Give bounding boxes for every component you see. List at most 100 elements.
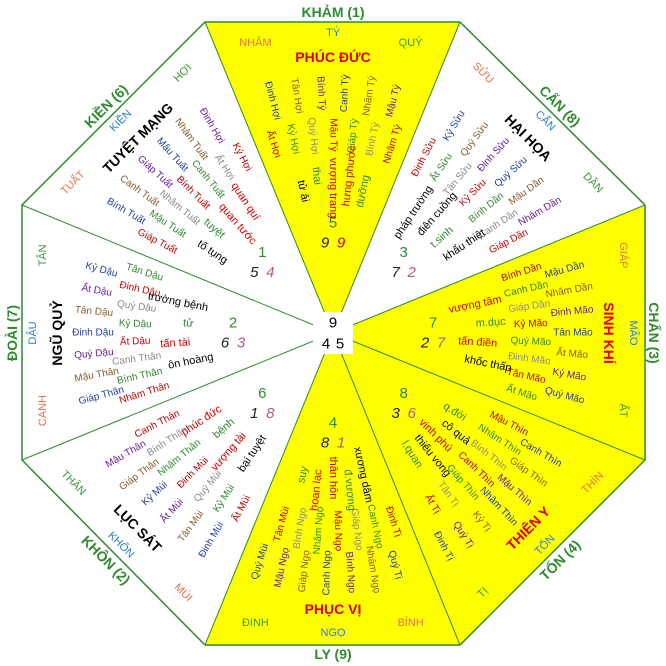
star-name: PHÚC ĐỨC [295, 48, 370, 65]
main-number: 5 [329, 215, 337, 232]
pair-number: 1 [250, 405, 258, 422]
term: tấn điền [458, 335, 498, 350]
pair-number: 9 [337, 235, 346, 252]
term: thai [310, 166, 324, 185]
ganzhi: Đinh Mão [550, 304, 594, 319]
spoke [332, 21, 461, 334]
mountain-label: BÍNH [397, 616, 423, 629]
ganzhi: Canh Tý [339, 74, 352, 112]
spoke [332, 332, 646, 461]
pair-number: 9 [321, 235, 330, 252]
term: hoan lạc [308, 468, 324, 511]
ganzhi: Tân Hợi [288, 77, 304, 114]
star-name: PHỤC VỊ [305, 601, 362, 617]
term: suy [295, 465, 310, 485]
pair-number: 8 [321, 435, 330, 452]
mountain-label: ẤT [617, 404, 630, 418]
pair-number: 4 [266, 264, 274, 281]
ganzhi: Đinh Dậu [72, 328, 114, 339]
sector [333, 333, 645, 645]
pair-number: 1 [337, 435, 345, 452]
pair-number: 6 [408, 405, 417, 422]
main-number: 3 [400, 244, 408, 261]
spoke [204, 21, 334, 334]
trigram-label: ĐOÀI (7) [4, 305, 20, 361]
ganzhi: Kỷ Mão [514, 317, 549, 330]
pair-number: 7 [392, 264, 401, 281]
ganzhi: Kỷ Mão [552, 366, 588, 384]
pair-number: 7 [437, 335, 446, 352]
pair-number: 2 [407, 264, 417, 281]
ganzhi: Giáp Ngọ [297, 549, 313, 593]
ganzhi: Canh Ngọ [321, 550, 333, 596]
ganzhi: Ất Mão [556, 345, 589, 361]
ganzhi: Giáp Tý [346, 118, 360, 154]
trigram-label: LY (9) [314, 646, 351, 662]
sector [205, 22, 460, 333]
ganzhi: Mậu Tý [328, 118, 339, 151]
ganzhi: Mậu Ngọ [332, 510, 344, 551]
sector [22, 22, 333, 333]
mountain-label: NGỌ [320, 627, 346, 639]
mountain-label: DẬU [26, 321, 39, 344]
ganzhi: Kỷ Dậu [119, 317, 152, 330]
main-number: 8 [400, 385, 408, 402]
term: tử ải [295, 179, 311, 203]
ganzhi: Quý Mão [510, 335, 551, 348]
main-number: 2 [229, 315, 237, 332]
spoke [204, 332, 334, 646]
center-box [313, 312, 353, 354]
sector [22, 333, 333, 645]
term: m.dục [475, 316, 506, 330]
sector [333, 205, 645, 460]
center-number: 9 [329, 315, 337, 332]
pair-number: 8 [266, 405, 275, 422]
mountain-label: TÂN [36, 244, 49, 266]
term: thân hôn [327, 457, 339, 500]
star-name: NGŨ QUỶ [48, 300, 65, 366]
ganzhi: Giáp Ngọ [348, 508, 364, 552]
ganzhi: Bính Ngọ [343, 551, 357, 594]
term: tử [183, 317, 195, 330]
sector [333, 22, 645, 333]
term: đ.vượng [341, 469, 357, 512]
ganzhi: Quý Dậu [74, 347, 114, 361]
ganzhi: Quý Dậu [116, 299, 157, 315]
ganzhi: Giáp Dần [508, 298, 551, 315]
main-number: 4 [329, 415, 337, 432]
spoke [332, 204, 646, 334]
mountain-label: ĐINH [242, 617, 269, 629]
sector [22, 205, 333, 460]
ganzhi: Ất Dậu [120, 334, 151, 348]
main-number: 6 [258, 385, 266, 402]
pair-number: 2 [420, 335, 430, 352]
mountain-label: MÃO [627, 320, 640, 346]
ganzhi: Quý Hợi [305, 117, 320, 155]
mountain-label: GIÁP [617, 242, 630, 268]
trigram-label: CHẤN (3) [646, 302, 662, 363]
center-pair: 5 [336, 336, 344, 353]
ganzhi: Bính Tý [314, 76, 327, 111]
pair-number: 6 [221, 335, 230, 352]
trigram-label: KHẢM (1) [302, 4, 365, 20]
pair-number: 3 [392, 405, 401, 422]
spoke [21, 204, 334, 334]
mountain-label: TÝ [326, 26, 341, 39]
spoke [21, 332, 334, 461]
term: tấn tài [160, 336, 191, 350]
ganzhi: Tân Dậu [74, 305, 113, 319]
spoke [332, 332, 461, 646]
mountain-label: NHÂM [239, 36, 271, 49]
center-pair: 4 [322, 336, 330, 353]
pair-number: 3 [237, 335, 246, 352]
ganzhi: Tân Mão [553, 328, 593, 339]
term: vượng trang [327, 158, 339, 218]
sector [205, 333, 460, 645]
pair-number: 5 [250, 264, 259, 281]
mountain-label: QUÝ [399, 36, 424, 49]
star-name: SINH KHÍ [601, 302, 617, 365]
mountain-label: CANH [37, 395, 49, 426]
main-number: 7 [429, 315, 437, 332]
